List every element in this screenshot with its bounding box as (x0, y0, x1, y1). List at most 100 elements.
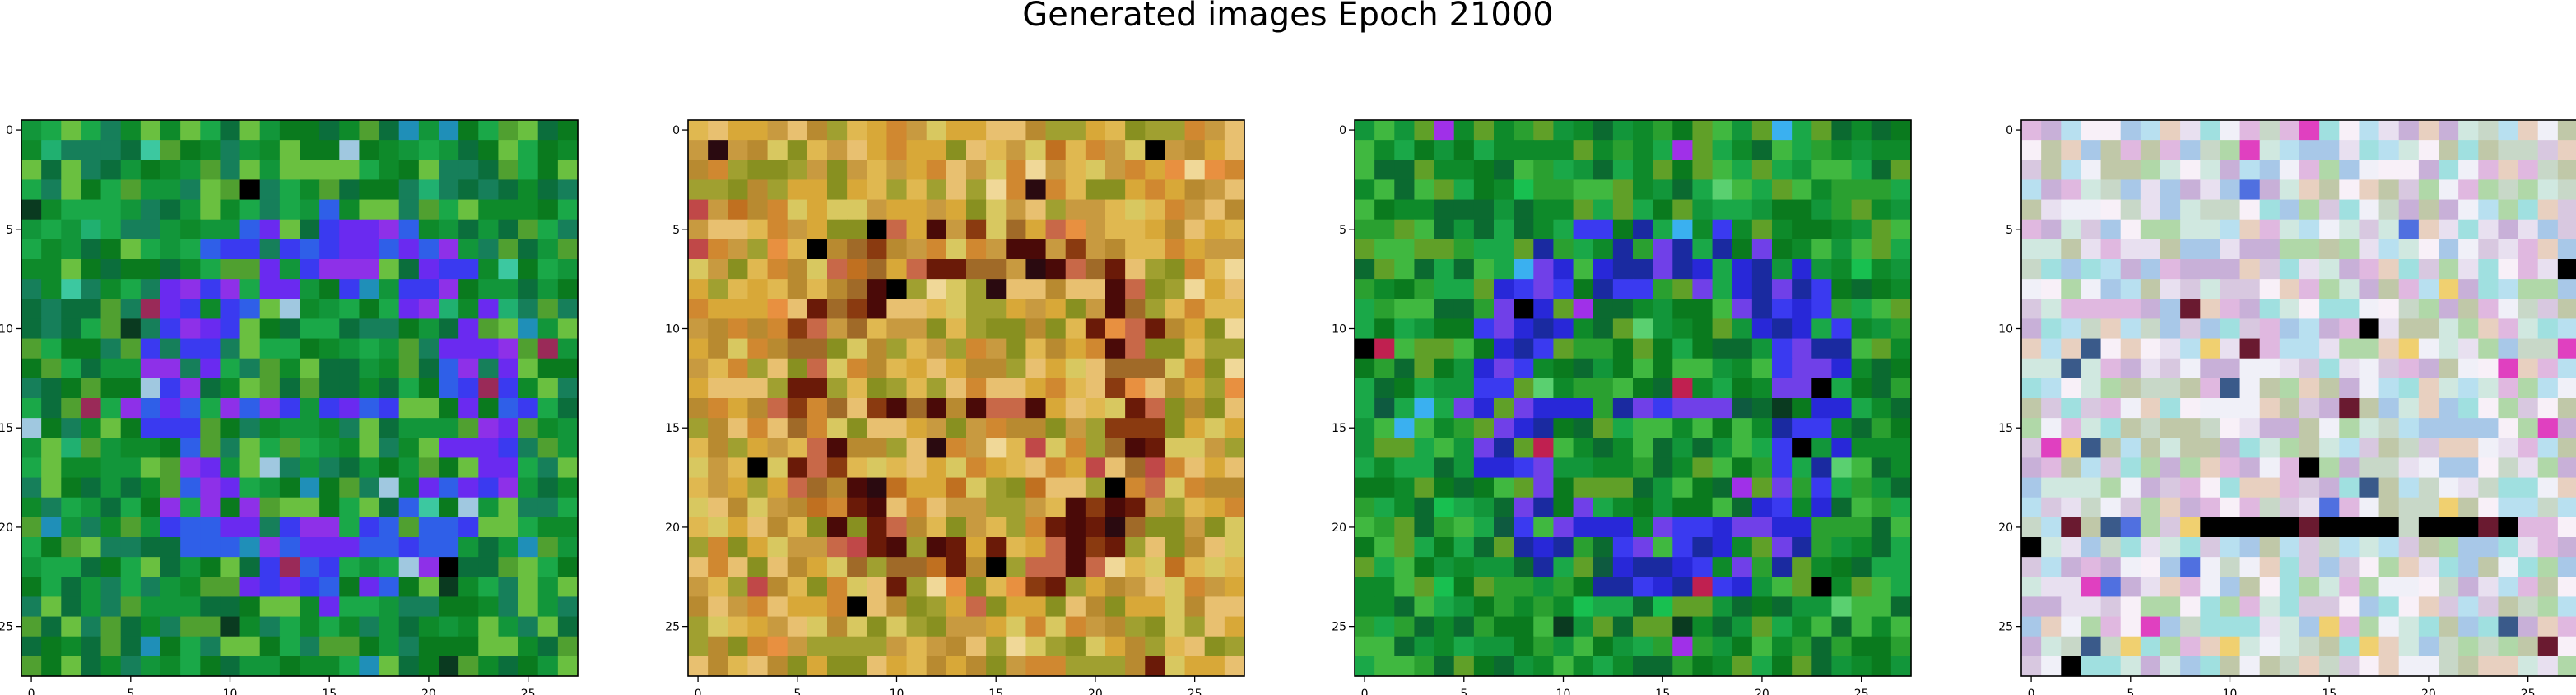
pixel-cell (1751, 179, 1773, 201)
pixel-cell (1374, 577, 1395, 598)
pixel-cell (2378, 318, 2400, 340)
pixel-cell (1573, 358, 1594, 379)
pixel-cell (1732, 418, 1753, 438)
pixel-cell (319, 596, 340, 618)
pixel-cell (2478, 279, 2499, 299)
pixel-cell (2458, 219, 2479, 240)
pixel-cell (359, 318, 380, 340)
pixel-cell (379, 557, 400, 577)
pixel-cell (1374, 596, 1395, 618)
pixel-cell (946, 457, 967, 479)
pixel-cell (2478, 239, 2499, 260)
pixel-cell (1414, 140, 1435, 160)
pixel-cell (2041, 179, 2062, 201)
pixel-cell (1085, 120, 1106, 141)
pixel-cell (827, 160, 848, 181)
pixel-cell (1434, 140, 1455, 160)
pixel-cell (2359, 457, 2380, 479)
pixel-cell (498, 279, 519, 299)
pixel-cell (2498, 160, 2519, 181)
pixel-cell (1006, 636, 1027, 657)
pixel-cell (1473, 199, 1495, 220)
pixel-cell (787, 318, 808, 340)
pixel-cell (1792, 120, 1812, 141)
pixel-cell (2378, 656, 2400, 677)
pixel-cell (2518, 279, 2539, 299)
pixel-cell (1871, 338, 1892, 359)
pixel-cell (259, 477, 281, 498)
pixel-cell (259, 160, 281, 181)
pixel-cell (2279, 537, 2300, 558)
pixel-cell (1573, 517, 1594, 538)
pixel-cell (300, 358, 320, 379)
pixel-cell (767, 120, 788, 141)
x-tick-label: 5 (2127, 688, 2134, 695)
pixel-cell (418, 239, 439, 260)
pixel-cell (728, 418, 749, 438)
pixel-cell (557, 219, 579, 240)
pixel-cell (1453, 259, 1475, 280)
pixel-cell (1145, 517, 1166, 538)
pixel-cell (300, 338, 320, 359)
pixel-cell (220, 557, 241, 577)
pixel-cell (478, 656, 500, 677)
pixel-cell (2259, 636, 2281, 657)
pixel-cell (1434, 199, 1455, 220)
pixel-cell (807, 616, 828, 637)
pixel-cell (2458, 120, 2479, 141)
pixel-cell (2339, 596, 2360, 618)
pixel-cell (1851, 299, 1872, 320)
pixel-cell (1145, 477, 1166, 498)
pixel-cell (708, 140, 728, 160)
pixel-cell (1811, 616, 1833, 637)
pixel-cell (926, 398, 947, 419)
pixel-cell (1473, 120, 1495, 141)
pixel-cell (747, 497, 769, 518)
pixel-cell (200, 577, 221, 598)
pixel-cell (1025, 199, 1047, 220)
pixel-cell (1792, 318, 1812, 340)
pixel-cell (239, 120, 261, 141)
pixel-cell (81, 358, 102, 379)
pixel-cell (2061, 259, 2082, 280)
pixel-cell (1204, 577, 1225, 598)
pixel-cell (1165, 438, 1186, 459)
pixel-cell (2299, 140, 2320, 160)
pixel-cell (379, 318, 400, 340)
pixel-cell (886, 577, 908, 598)
pixel-cell (279, 318, 300, 340)
pixel-cell (1224, 219, 1245, 240)
pixel-cell (1025, 318, 1047, 340)
pixel-cell (1145, 120, 1166, 141)
pixel-cell (1533, 239, 1555, 260)
pixel-cell (1831, 577, 1853, 598)
pixel-cell (1045, 179, 1067, 201)
pixel-cell (2339, 160, 2360, 181)
pixel-cell (906, 656, 928, 677)
pixel-cell (1414, 179, 1435, 201)
pixel-cell (1224, 299, 1245, 320)
pixel-cell (886, 457, 908, 479)
pixel-cell (2378, 577, 2400, 598)
pixel-cell (2041, 219, 2062, 240)
pixel-cell (2239, 378, 2261, 399)
pixel-cell (2021, 378, 2042, 399)
pixel-cell (557, 418, 579, 438)
pixel-cell (926, 616, 947, 637)
pixel-cell (2239, 477, 2261, 498)
pixel-cell (2220, 438, 2241, 459)
pixel-cell (478, 378, 500, 399)
pixel-cell (140, 596, 161, 618)
pixel-cell (886, 318, 908, 340)
pixel-cell (728, 517, 749, 538)
pixel-cell (1165, 299, 1186, 320)
pixel-cell (1453, 398, 1475, 419)
pixel-cell (2041, 358, 2062, 379)
pixel-cell (1514, 318, 1534, 340)
pixel-cell (1633, 358, 1653, 379)
pixel-cell (359, 259, 380, 280)
pixel-cell (339, 636, 360, 657)
pixel-cell (1065, 299, 1086, 320)
pixel-cell (787, 457, 808, 479)
pixel-cell (1145, 378, 1166, 399)
